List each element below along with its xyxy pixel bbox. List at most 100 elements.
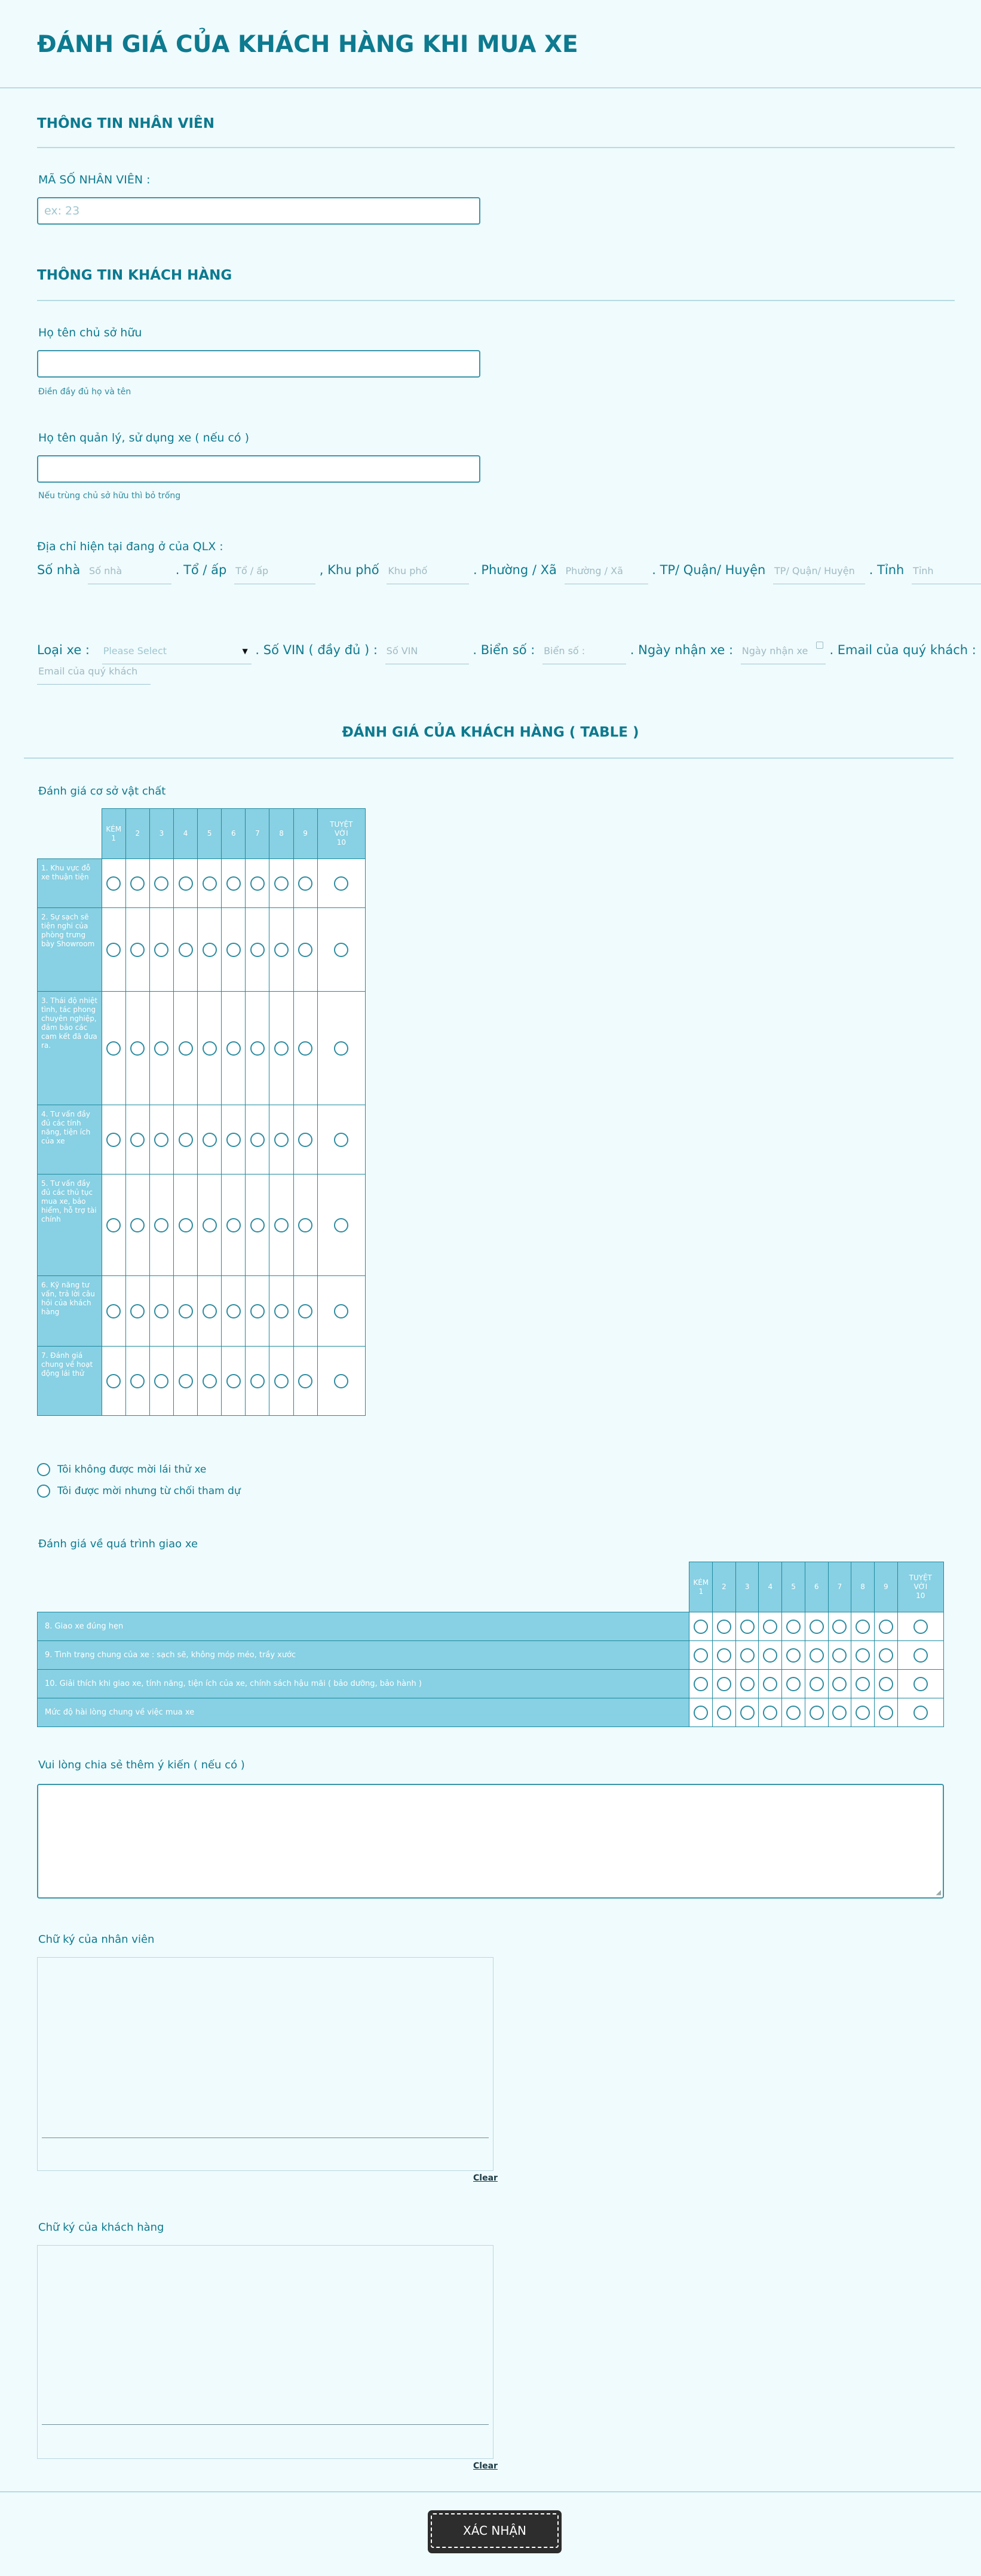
employee-id-input[interactable]: ex: 23 xyxy=(37,197,480,225)
comment-textarea[interactable]: ◢ xyxy=(37,1784,944,1899)
radio-icon[interactable] xyxy=(154,1132,169,1147)
radio-icon[interactable] xyxy=(832,1619,847,1634)
to-ap-input[interactable]: Tổ / ấp xyxy=(234,560,316,584)
radio-icon[interactable] xyxy=(154,942,169,957)
radio-icon[interactable] xyxy=(913,1705,928,1720)
user-name-input[interactable] xyxy=(37,455,480,483)
radio-icon[interactable] xyxy=(37,1463,50,1476)
radio-icon[interactable] xyxy=(202,1304,217,1318)
test-drive-option-2[interactable]: Tôi được mời nhưng từ chối tham dự xyxy=(37,1485,241,1498)
radio-icon[interactable] xyxy=(37,1485,50,1498)
radio-icon[interactable] xyxy=(226,1041,241,1056)
radio-icon[interactable] xyxy=(202,1218,217,1232)
radio-icon[interactable] xyxy=(694,1648,709,1663)
bien-so-input[interactable]: Biển số : xyxy=(542,640,627,664)
radio-icon[interactable] xyxy=(250,876,265,891)
radio-icon[interactable] xyxy=(334,1041,349,1056)
radio-icon[interactable] xyxy=(130,876,145,891)
radio-icon[interactable] xyxy=(106,1304,121,1318)
customer-signature-clear-button[interactable]: Clear xyxy=(473,2461,498,2471)
radio-icon[interactable] xyxy=(740,1648,755,1663)
radio-icon[interactable] xyxy=(226,876,241,891)
radio-icon[interactable] xyxy=(298,876,313,891)
radio-icon[interactable] xyxy=(763,1648,778,1663)
radio-icon[interactable] xyxy=(130,942,145,957)
radio-icon[interactable] xyxy=(298,1041,313,1056)
radio-icon[interactable] xyxy=(740,1619,755,1634)
radio-icon[interactable] xyxy=(809,1619,824,1634)
loai-xe-select[interactable]: Please Select ▼ xyxy=(102,640,252,664)
radio-icon[interactable] xyxy=(106,1041,121,1056)
owner-name-input[interactable] xyxy=(37,350,480,378)
radio-icon[interactable] xyxy=(154,1218,169,1232)
radio-icon[interactable] xyxy=(106,1218,121,1232)
radio-icon[interactable] xyxy=(226,1218,241,1232)
customer-signature-pad[interactable] xyxy=(37,2245,493,2459)
radio-icon[interactable] xyxy=(786,1619,801,1634)
radio-icon[interactable] xyxy=(106,876,121,891)
radio-icon[interactable] xyxy=(298,1304,313,1318)
radio-icon[interactable] xyxy=(832,1648,847,1663)
radio-icon[interactable] xyxy=(154,876,169,891)
radio-icon[interactable] xyxy=(856,1705,870,1720)
tinh-input[interactable]: Tỉnh xyxy=(912,560,981,584)
radio-icon[interactable] xyxy=(274,876,289,891)
test-drive-option-1[interactable]: Tôi không được mời lái thử xe xyxy=(37,1463,206,1476)
radio-icon[interactable] xyxy=(130,1304,145,1318)
radio-icon[interactable] xyxy=(178,1373,193,1388)
radio-icon[interactable] xyxy=(334,942,349,957)
radio-icon[interactable] xyxy=(878,1648,893,1663)
radio-icon[interactable] xyxy=(226,1304,241,1318)
radio-icon[interactable] xyxy=(334,1218,349,1232)
radio-icon[interactable] xyxy=(106,1373,121,1388)
radio-icon[interactable] xyxy=(740,1676,755,1691)
radio-icon[interactable] xyxy=(298,1218,313,1232)
radio-icon[interactable] xyxy=(274,1304,289,1318)
radio-icon[interactable] xyxy=(786,1676,801,1691)
radio-icon[interactable] xyxy=(250,1304,265,1318)
radio-icon[interactable] xyxy=(716,1676,731,1691)
radio-icon[interactable] xyxy=(130,1132,145,1147)
radio-icon[interactable] xyxy=(913,1619,928,1634)
radio-icon[interactable] xyxy=(106,942,121,957)
radio-icon[interactable] xyxy=(694,1676,709,1691)
radio-icon[interactable] xyxy=(226,942,241,957)
email-input[interactable]: Email của quý khách xyxy=(37,661,151,685)
radio-icon[interactable] xyxy=(202,1373,217,1388)
radio-icon[interactable] xyxy=(178,942,193,957)
radio-icon[interactable] xyxy=(763,1705,778,1720)
radio-icon[interactable] xyxy=(334,1304,349,1318)
radio-icon[interactable] xyxy=(334,1373,349,1388)
radio-icon[interactable] xyxy=(832,1705,847,1720)
radio-icon[interactable] xyxy=(298,942,313,957)
radio-icon[interactable] xyxy=(832,1676,847,1691)
radio-icon[interactable] xyxy=(856,1648,870,1663)
radio-icon[interactable] xyxy=(809,1705,824,1720)
radio-icon[interactable] xyxy=(913,1648,928,1663)
vin-input[interactable]: Số VIN xyxy=(385,640,469,664)
radio-icon[interactable] xyxy=(856,1676,870,1691)
radio-icon[interactable] xyxy=(274,1218,289,1232)
radio-icon[interactable] xyxy=(202,1132,217,1147)
radio-icon[interactable] xyxy=(154,1373,169,1388)
radio-icon[interactable] xyxy=(250,1373,265,1388)
radio-icon[interactable] xyxy=(274,942,289,957)
radio-icon[interactable] xyxy=(130,1218,145,1232)
submit-button[interactable]: XÁC NHẬN xyxy=(428,2510,562,2553)
radio-icon[interactable] xyxy=(298,1132,313,1147)
radio-icon[interactable] xyxy=(154,1041,169,1056)
radio-icon[interactable] xyxy=(809,1676,824,1691)
radio-icon[interactable] xyxy=(716,1648,731,1663)
radio-icon[interactable] xyxy=(202,942,217,957)
radio-icon[interactable] xyxy=(202,876,217,891)
radio-icon[interactable] xyxy=(178,1041,193,1056)
radio-icon[interactable] xyxy=(178,1132,193,1147)
radio-icon[interactable] xyxy=(298,1373,313,1388)
radio-icon[interactable] xyxy=(786,1705,801,1720)
radio-icon[interactable] xyxy=(809,1648,824,1663)
radio-icon[interactable] xyxy=(763,1676,778,1691)
radio-icon[interactable] xyxy=(178,1304,193,1318)
radio-icon[interactable] xyxy=(694,1705,709,1720)
radio-icon[interactable] xyxy=(250,1218,265,1232)
radio-icon[interactable] xyxy=(913,1676,928,1691)
